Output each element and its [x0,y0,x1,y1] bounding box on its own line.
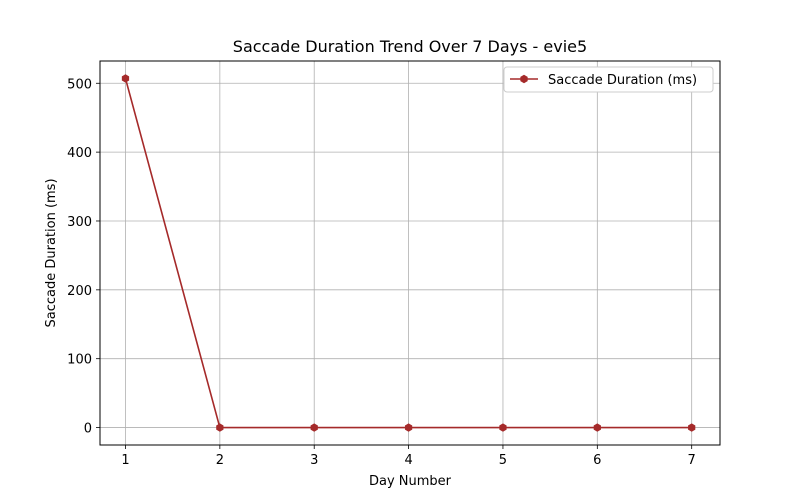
grid-lines [100,61,720,445]
x-axis-label: Day Number [369,474,452,489]
axes: 1 2 3 4 5 6 7 0 100 200 300 400 500 [67,77,696,468]
x-tick-label: 1 [121,453,129,468]
plot-frame [99,60,721,446]
series-layer [121,74,696,432]
data-point [499,423,507,432]
x-tick-label: 5 [499,453,507,468]
chart-title: Saccade Duration Trend Over 7 Days - evi… [233,37,587,56]
data-point [404,423,413,432]
x-tick-label: 4 [404,453,412,468]
y-tick-label: 200 [67,284,92,299]
data-point [688,423,696,432]
y-axis-label: Saccade Duration (ms) [44,178,59,327]
y-tick-label: 400 [67,146,92,161]
legend-marker-sample [520,74,528,84]
data-point [310,423,318,432]
y-tick-label: 100 [67,353,92,368]
y-tick-label: 500 [67,77,92,92]
y-tick-label: 0 [84,422,92,437]
x-tick-label: 2 [216,453,224,468]
x-tick-label: 6 [593,453,601,468]
y-tick-label: 300 [67,215,92,230]
data-point [593,423,601,432]
legend: Saccade Duration (ms) [503,66,714,93]
legend-label: Saccade Duration (ms) [548,73,697,88]
x-tick-label: 7 [688,453,696,468]
x-tick-label: 3 [310,453,318,468]
data-point [121,74,130,83]
data-point [216,423,224,432]
legend-box [503,66,714,93]
